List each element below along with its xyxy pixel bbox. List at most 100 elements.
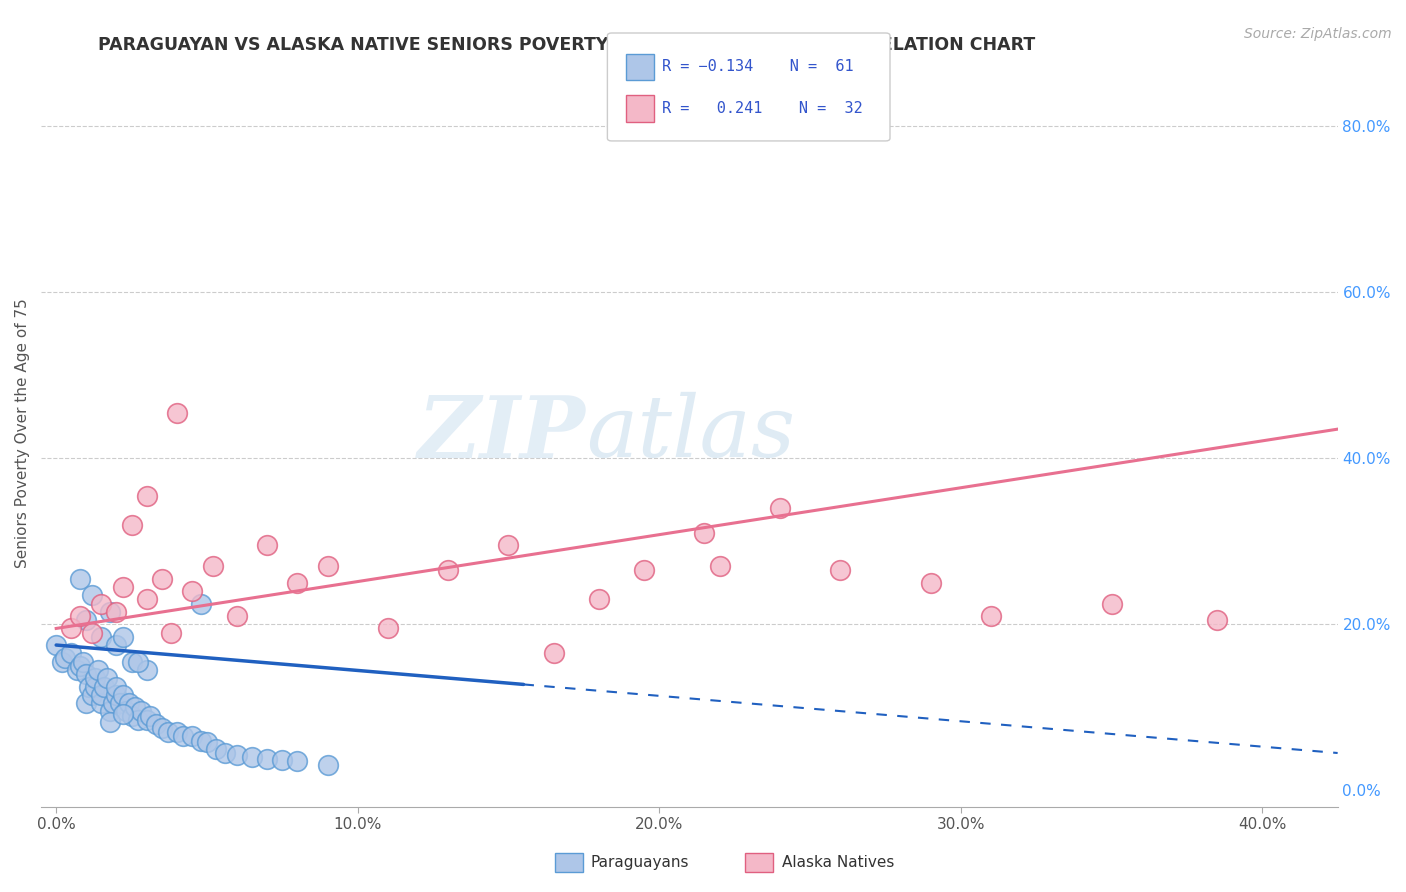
Point	[90, 630, 112, 644]
Point	[111, 688, 134, 702]
Point	[195, 735, 218, 749]
Text: R = −0.134    N =  61: R = −0.134 N = 61	[662, 60, 853, 74]
Point	[117, 696, 139, 710]
Text: Source: ZipAtlas.com: Source: ZipAtlas.com	[1244, 27, 1392, 41]
Point	[82, 625, 104, 640]
Point	[256, 538, 278, 552]
Point	[135, 592, 157, 607]
Point	[100, 705, 122, 719]
Point	[72, 655, 94, 669]
Point	[180, 584, 202, 599]
Point	[84, 680, 107, 694]
Point	[75, 613, 97, 627]
Text: R =   0.241    N =  32: R = 0.241 N = 32	[662, 102, 863, 116]
Text: ZIP: ZIP	[418, 392, 586, 475]
Point	[105, 605, 128, 619]
Point	[114, 705, 136, 719]
Point	[240, 750, 263, 764]
Point	[150, 572, 173, 586]
Point	[45, 638, 67, 652]
Point	[121, 708, 143, 723]
Point	[201, 559, 224, 574]
Point	[93, 680, 115, 694]
Point	[226, 748, 249, 763]
Point	[127, 713, 149, 727]
Point	[127, 655, 149, 669]
Point	[287, 575, 309, 590]
Point	[105, 680, 128, 694]
Point	[129, 705, 152, 719]
Point	[90, 688, 112, 702]
Point	[121, 655, 143, 669]
Point	[84, 671, 107, 685]
Point	[60, 646, 83, 660]
Point	[100, 605, 122, 619]
Point	[90, 696, 112, 710]
Point	[121, 517, 143, 532]
Point	[498, 538, 520, 552]
Point	[159, 625, 181, 640]
Point	[103, 696, 125, 710]
Point	[256, 752, 278, 766]
Point	[145, 717, 167, 731]
Point	[53, 650, 76, 665]
Point	[124, 700, 146, 714]
Point	[51, 655, 73, 669]
Text: Alaska Natives: Alaska Natives	[782, 855, 894, 870]
Point	[111, 706, 134, 721]
Point	[769, 501, 792, 516]
Point	[377, 622, 399, 636]
Point	[1101, 597, 1123, 611]
Point	[79, 680, 101, 694]
Point	[190, 733, 212, 747]
Point	[166, 405, 188, 419]
Point	[543, 646, 565, 660]
Point	[205, 742, 228, 756]
Text: atlas: atlas	[586, 392, 794, 475]
Point	[180, 730, 202, 744]
Point	[66, 663, 89, 677]
Point	[287, 754, 309, 768]
Point	[100, 715, 122, 730]
Point	[69, 658, 91, 673]
Point	[108, 696, 131, 710]
Point	[105, 688, 128, 702]
Point	[920, 575, 942, 590]
Point	[69, 609, 91, 624]
Point	[709, 559, 731, 574]
Point	[316, 758, 339, 772]
Point	[82, 588, 104, 602]
Text: PARAGUAYAN VS ALASKA NATIVE SENIORS POVERTY OVER THE AGE OF 75 CORRELATION CHART: PARAGUAYAN VS ALASKA NATIVE SENIORS POVE…	[98, 36, 1036, 54]
Point	[111, 630, 134, 644]
Point	[75, 696, 97, 710]
Point	[633, 563, 655, 577]
Point	[830, 563, 852, 577]
Point	[214, 746, 236, 760]
Text: Paraguayans: Paraguayans	[591, 855, 689, 870]
Point	[75, 667, 97, 681]
Point	[190, 597, 212, 611]
Point	[96, 671, 118, 685]
Point	[135, 713, 157, 727]
Point	[69, 572, 91, 586]
Point	[172, 730, 194, 744]
Point	[135, 663, 157, 677]
Point	[150, 721, 173, 735]
Point	[588, 592, 610, 607]
Point	[111, 580, 134, 594]
Point	[105, 638, 128, 652]
Point	[693, 525, 716, 540]
Y-axis label: Seniors Poverty Over the Age of 75: Seniors Poverty Over the Age of 75	[15, 299, 30, 568]
Point	[138, 708, 160, 723]
Point	[1206, 613, 1229, 627]
Point	[60, 622, 83, 636]
Point	[226, 609, 249, 624]
Point	[166, 725, 188, 739]
Point	[437, 563, 460, 577]
Point	[980, 609, 1002, 624]
Point	[271, 754, 294, 768]
Point	[87, 663, 110, 677]
Point	[82, 688, 104, 702]
Point	[135, 489, 157, 503]
Point	[316, 559, 339, 574]
